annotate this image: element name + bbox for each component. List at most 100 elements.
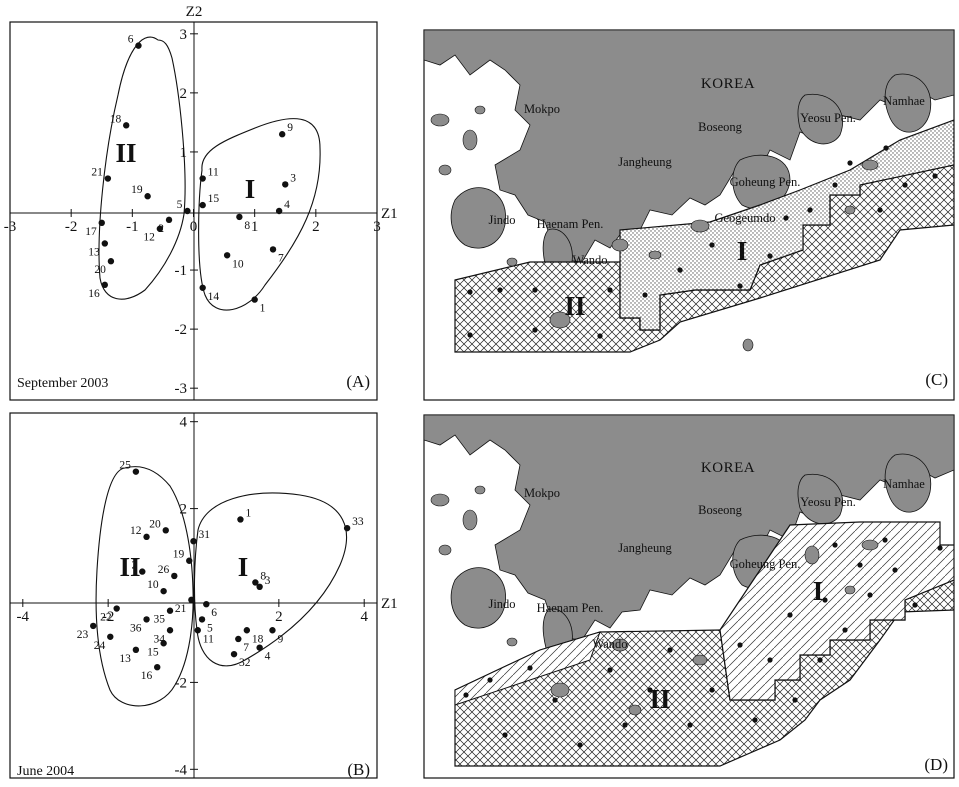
panel-b-point	[162, 527, 169, 534]
panel-c-stations	[467, 145, 938, 339]
panel-b-point-label: 24	[94, 640, 106, 652]
panel-b-point	[203, 600, 210, 608]
panel-b-point	[160, 587, 167, 595]
panel-a-point-label: 13	[88, 246, 100, 258]
panel-c-zone-i-area	[619, 119, 954, 331]
panel-a-xtick-label: -2	[65, 219, 78, 235]
panel-b-point	[90, 622, 97, 630]
panel-d-zone-i-area	[719, 521, 954, 701]
panel-a-point	[184, 207, 191, 215]
panel-b-point-label: 21	[175, 603, 187, 615]
panel-b-group-ii-label: II	[119, 552, 140, 582]
panel-b-point	[166, 607, 174, 614]
panel-b-point-label: 33	[352, 516, 364, 528]
panel-b-point-label: 2	[132, 560, 138, 572]
panel-a-group-i-label: I	[245, 174, 256, 204]
panel-a-point-label: 1	[260, 303, 266, 315]
panel-a-point-label: 9	[287, 122, 293, 134]
panel-b-group-i-label: I	[238, 552, 249, 582]
panel-d-country-label: KOREA	[701, 460, 755, 476]
panel-a-ytick-label: 1	[180, 145, 188, 161]
panel-d-place-jangheung: Jangheung	[618, 541, 672, 555]
panel-b-point	[252, 579, 259, 586]
panel-b-point	[188, 596, 195, 604]
panel-b-point	[160, 640, 167, 647]
panel-a-point	[282, 181, 289, 188]
panel-a-cluster-i-envelope	[198, 118, 321, 311]
panel-b-points: 1234567891011121315161819202122232425263…	[77, 460, 364, 683]
panel-a-letter: (A)	[346, 372, 370, 391]
panel-a-xtick-label: -1	[126, 219, 139, 235]
panel-d-place-yeosu: Yeosu Pen.	[800, 495, 856, 509]
panel-b-point-label: 11	[203, 633, 214, 645]
panel-d-place-goheung: Goheung Pen.	[730, 557, 801, 571]
panel-a-x-label: Z1	[381, 206, 398, 222]
panel-b-point	[256, 583, 263, 591]
panel-c-islands	[430, 105, 879, 352]
panel-b-point-label: 3	[265, 575, 271, 587]
panel-d-letter: (D)	[924, 755, 948, 774]
panel-a-point-label: 5	[177, 199, 183, 211]
panel-a-point	[165, 216, 173, 224]
panel-b-point	[166, 627, 174, 634]
panel-c-place-jindo: Jindo	[488, 213, 515, 227]
panel-b-point	[143, 533, 150, 541]
panel-d-zone-ii-label: II	[649, 684, 670, 714]
panel-a-ytick-label: 2	[180, 86, 188, 102]
panel-a-point	[101, 281, 109, 289]
panel-b-point	[139, 568, 146, 575]
panel-b-point-label: 7	[243, 642, 249, 654]
panel-b-point	[171, 572, 178, 580]
panel-b-point-label: 26	[158, 564, 170, 576]
panel-d-place-namhae: Namhae	[883, 477, 925, 491]
panel-b-point-label: 25	[119, 460, 131, 472]
panel-b-point-label: 20	[149, 518, 161, 530]
panel-a-xtick-label: -3	[4, 219, 17, 235]
panel-c-place-haenam: Haenam Pen.	[537, 217, 604, 231]
panel-d-place-mokpo: Mokpo	[524, 486, 560, 500]
panel-a-point	[156, 225, 164, 232]
panel-b-point	[256, 644, 263, 651]
panel-b-xtick-label: 4	[360, 609, 368, 625]
panel-b-x-label: Z1	[381, 596, 398, 612]
panel-b-point-label: 22	[100, 612, 112, 624]
panel-c-place-geogeumdo: Geogeumdo	[714, 211, 775, 225]
panel-b-point-label: 35	[154, 614, 166, 626]
panel-a-point	[251, 296, 258, 303]
panel-b-point-label: 19	[173, 549, 185, 561]
panel-a-point-label: 19	[131, 184, 143, 196]
panel-d-mainland	[424, 415, 954, 641]
panel-b-ytick-label: -4	[175, 762, 188, 778]
panel-a-point-label: 21	[91, 167, 103, 179]
panel-a-y-label: Z2	[186, 4, 203, 20]
panel-b-point-label: 4	[265, 651, 271, 663]
panel-a-group-ii-label: II	[115, 138, 136, 168]
panel-b-point	[194, 627, 201, 634]
panel-b-point-label: 18	[252, 633, 264, 645]
panel-c-yeosu-peninsula	[797, 93, 843, 145]
panel-a-ytick-label: -2	[175, 322, 188, 338]
panel-a-point	[278, 131, 286, 138]
panel-b-scatter: -4 -2 2 4-4-224 Z1 I II 1234567891011121315…	[9, 412, 398, 779]
panel-c-place-goheung: Goheung Pen.	[730, 175, 801, 189]
panel-d-place-wando: Wando	[592, 637, 627, 651]
panel-c-place-wando: Wando	[572, 253, 607, 267]
panel-a-xtick-label: 3	[373, 219, 381, 235]
panel-a-point-label: 10	[232, 258, 244, 270]
panel-b-point-label: 8	[260, 570, 266, 582]
panel-b-point	[107, 633, 114, 640]
panel-c-zone-ii-label: II	[564, 291, 585, 321]
panel-a-ytick-label: -3	[175, 381, 188, 397]
panel-b-date: June 2004	[17, 764, 74, 779]
panel-d-namhae-island	[884, 453, 932, 513]
panel-a-point-label: 12	[143, 232, 155, 244]
panel-c-jindo-island	[450, 187, 507, 249]
panel-b-ticks: -4 -2 2 4-4-224	[17, 415, 369, 779]
panel-d-islands	[430, 485, 879, 716]
panel-b-point	[243, 627, 251, 634]
panel-a-point-label: 7	[278, 252, 284, 264]
panel-b-point-label: 12	[130, 525, 142, 537]
panel-a-point-label: 8	[244, 220, 250, 232]
panel-a-xtick-label: 0	[190, 219, 198, 235]
